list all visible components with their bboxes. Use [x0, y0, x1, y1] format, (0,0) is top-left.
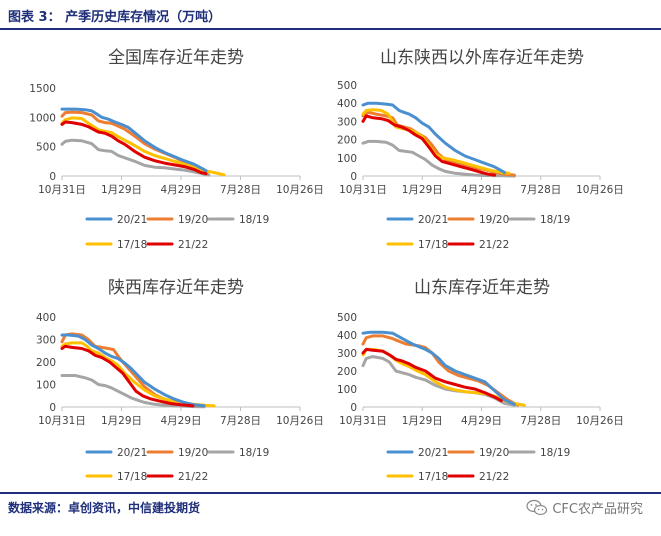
- y-tick-label: 500: [36, 142, 56, 154]
- legend-label: 20/21: [117, 214, 147, 226]
- chart-panel: 山东陕西以外库存近年走势 0 100 200 300 400 500 10月31日 1月29日 4…: [337, 48, 624, 251]
- figure-title: 图表 3： 产季历史库存情况（万吨）: [8, 10, 222, 25]
- wechat-icon: [526, 499, 548, 517]
- x-tick-label: 1月29日: [101, 184, 142, 196]
- legend-label: 19/20: [479, 447, 509, 459]
- source-note: 数据来源：卓创资讯，中信建投期货: [8, 501, 201, 515]
- legend-label: 17/18: [117, 239, 147, 251]
- x-tick-label: 7月28日: [520, 184, 561, 196]
- chart-panel: 全国库存近年走势 0 500 1000 1500 10月31日 1月29日 4月29日 7月28…: [29, 48, 324, 251]
- y-tick-label: 200: [36, 357, 56, 369]
- y-tick-label: 300: [337, 348, 357, 360]
- series-line-20-21: [361, 330, 516, 406]
- legend-label: 17/18: [418, 471, 448, 483]
- y-tick-label: 0: [350, 402, 357, 414]
- chart-panel: 山东库存近年走势 0 100 200 300 400 500 10月31日 1月29日 4月29日…: [337, 278, 624, 483]
- x-tick-label: 10月26日: [576, 184, 624, 196]
- x-tick-label: 10月31日: [38, 184, 86, 196]
- y-tick-label: 100: [36, 380, 56, 392]
- x-tick-label: 10月26日: [276, 184, 324, 196]
- legend-label: 19/20: [479, 214, 509, 226]
- y-tick-label: 200: [337, 135, 357, 147]
- legend-label: 21/22: [178, 239, 208, 251]
- y-tick-label: 500: [337, 80, 357, 92]
- y-tick-label: 1000: [29, 112, 56, 124]
- legend-label: 19/20: [178, 447, 208, 459]
- y-tick-label: 1500: [29, 83, 56, 95]
- bottom-rule: [0, 492, 661, 494]
- y-tick-label: 400: [36, 312, 56, 324]
- chart-title: 山东库存近年走势: [414, 278, 550, 298]
- x-tick-label: 4月29日: [160, 184, 201, 196]
- x-tick-label: 10月31日: [339, 184, 387, 196]
- x-tick-label: 1月29日: [402, 184, 443, 196]
- legend-label: 21/22: [178, 471, 208, 483]
- chart-panel: 陕西库存近年走势 0 100 200 300 400 10月31日 1月29日 4月29日 7月2…: [36, 278, 324, 483]
- legend-label: 20/21: [117, 447, 147, 459]
- legend-label: 19/20: [178, 214, 208, 226]
- legend-label: 17/18: [117, 471, 147, 483]
- x-tick-label: 4月29日: [160, 415, 201, 427]
- series-line-20-21: [361, 101, 506, 174]
- y-tick-label: 400: [337, 98, 357, 110]
- legend-label: 21/22: [479, 239, 509, 251]
- x-tick-label: 10月31日: [38, 415, 86, 427]
- x-tick-label: 4月29日: [461, 415, 502, 427]
- y-tick-label: 300: [337, 116, 357, 128]
- x-tick-label: 10月31日: [339, 415, 387, 427]
- x-tick-label: 1月29日: [402, 415, 443, 427]
- series-line-17-18: [60, 116, 226, 177]
- series-line-18-19: [60, 374, 206, 409]
- legend-label: 20/21: [418, 214, 448, 226]
- x-tick-label: 10月26日: [576, 415, 624, 427]
- series-line-18-19: [361, 139, 516, 178]
- x-tick-label: 4月29日: [461, 184, 502, 196]
- x-tick-label: 1月29日: [101, 415, 142, 427]
- series-line-21-22: [60, 120, 208, 176]
- series-line-21-22: [361, 347, 503, 403]
- x-tick-label: 7月28日: [220, 184, 261, 196]
- brand-label: CFC农产品研究: [552, 502, 643, 517]
- brand-mark: CFC农产品研究: [526, 498, 643, 517]
- legend-label: 18/19: [239, 214, 269, 226]
- y-tick-label: 400: [337, 330, 357, 342]
- y-tick-label: 100: [337, 384, 357, 396]
- chart-title: 陕西库存近年走势: [108, 278, 244, 298]
- legend-label: 20/21: [418, 447, 448, 459]
- y-tick-label: 0: [49, 402, 56, 414]
- legend-label: 17/18: [418, 239, 448, 251]
- y-tick-label: 300: [36, 335, 56, 347]
- x-tick-label: 10月26日: [276, 415, 324, 427]
- series-line-18-19: [60, 138, 211, 177]
- legend-label: 18/19: [239, 447, 269, 459]
- x-tick-label: 7月28日: [520, 415, 561, 427]
- y-tick-label: 0: [49, 171, 56, 183]
- y-tick-label: 0: [350, 171, 357, 183]
- legend-label: 18/19: [540, 447, 570, 459]
- series-line-20-21: [60, 333, 206, 408]
- y-tick-label: 200: [337, 366, 357, 378]
- x-tick-label: 7月28日: [220, 415, 261, 427]
- series-line-21-22: [361, 114, 497, 177]
- chart-title: 全国库存近年走势: [108, 48, 244, 68]
- series-line-20-21: [60, 107, 208, 173]
- legend-label: 18/19: [540, 214, 570, 226]
- top-rule: [0, 28, 661, 30]
- y-tick-label: 500: [337, 312, 357, 324]
- legend-label: 21/22: [479, 471, 509, 483]
- series-line-21-22: [60, 344, 195, 408]
- y-tick-label: 100: [337, 153, 357, 165]
- chart-title: 山东陕西以外库存近年走势: [380, 48, 584, 68]
